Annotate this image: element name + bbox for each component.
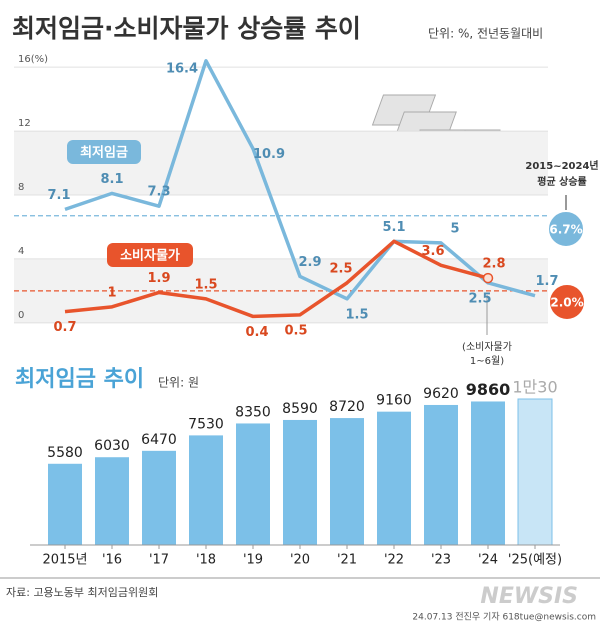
x-tick-label: '22 bbox=[384, 553, 404, 568]
data-label: 8.1 bbox=[100, 172, 123, 187]
reference-label: 6.7% bbox=[549, 223, 582, 237]
data-label: 3.6 bbox=[421, 244, 444, 259]
y-tick-label: 8 bbox=[18, 182, 24, 193]
data-label: 2.5 bbox=[468, 291, 491, 306]
legend-label: 소비자물가 bbox=[120, 249, 180, 264]
data-label: 9160 bbox=[376, 393, 412, 409]
data-label: 0.7 bbox=[53, 320, 76, 335]
data-label: 1.9 bbox=[147, 271, 170, 286]
x-tick-label: '24 bbox=[478, 553, 498, 568]
source: 자료: 고용노동부 최저임금위원회 bbox=[6, 586, 158, 599]
x-tick-label: '23 bbox=[431, 553, 451, 568]
bar bbox=[471, 401, 505, 545]
bar bbox=[377, 411, 411, 545]
data-label: 1.5 bbox=[345, 307, 368, 322]
y-tick-label: 4 bbox=[18, 246, 24, 257]
bar bbox=[517, 398, 553, 546]
x-tick-label: '18 bbox=[196, 553, 216, 568]
bar bbox=[283, 419, 317, 545]
x-tick-label: '16 bbox=[102, 553, 122, 568]
data-label: 10.9 bbox=[253, 147, 285, 162]
bar bbox=[236, 423, 270, 545]
data-label: 5 bbox=[450, 221, 459, 236]
legend-label: 최저임금 bbox=[80, 146, 128, 161]
data-label: 8590 bbox=[282, 401, 318, 417]
reference-label: 2.0% bbox=[550, 296, 583, 310]
data-label: 7530 bbox=[188, 416, 224, 432]
bar bbox=[330, 418, 364, 545]
reference-badge bbox=[548, 283, 586, 321]
data-label: 9860 bbox=[466, 380, 511, 399]
chart-title: 최저임금·소비자물가 상승률 추이 bbox=[12, 14, 361, 43]
data-label: 16.4 bbox=[166, 61, 198, 76]
series-line bbox=[64, 59, 536, 301]
data-label: 2.5 bbox=[329, 261, 352, 276]
data-label: 5580 bbox=[47, 445, 83, 461]
chart-title: 최저임금 추이 bbox=[15, 367, 144, 392]
x-tick-label: '20 bbox=[290, 553, 310, 568]
y-tick-label: 12 bbox=[18, 118, 31, 129]
bar bbox=[189, 435, 223, 545]
data-label: 2.9 bbox=[298, 255, 321, 270]
x-tick-label: '21 bbox=[337, 553, 357, 568]
reference-badge bbox=[547, 210, 585, 248]
x-tick-label: 2015년 bbox=[42, 553, 87, 568]
data-label: 1.5 bbox=[194, 277, 217, 292]
data-label: 9620 bbox=[423, 386, 459, 402]
data-label: 5.1 bbox=[382, 220, 405, 235]
y-tick-label: 0 bbox=[18, 310, 24, 321]
data-label: 6470 bbox=[141, 432, 177, 448]
data-label: 1.7 bbox=[535, 274, 558, 289]
y-tick-label: 16(%) bbox=[18, 54, 48, 65]
data-label: 7.3 bbox=[147, 185, 170, 200]
data-label: 8720 bbox=[329, 399, 365, 415]
bar bbox=[48, 463, 82, 545]
data-label: 6030 bbox=[94, 438, 130, 454]
bar bbox=[95, 457, 129, 545]
bar bbox=[142, 450, 176, 545]
data-label: 8350 bbox=[235, 404, 271, 420]
annotation: (소비자물가 bbox=[462, 341, 512, 353]
credit: 24.07.13 전진우 기자 618tue@newsis.com bbox=[412, 612, 596, 623]
data-label: 2.8 bbox=[482, 257, 505, 272]
data-label: 0.4 bbox=[245, 325, 268, 340]
series-line bbox=[64, 239, 489, 319]
legend-box bbox=[67, 140, 141, 164]
annotation: 2015~2024년 bbox=[525, 159, 598, 172]
chart-subtitle: 단위: 원 bbox=[158, 376, 199, 390]
bar bbox=[424, 404, 458, 545]
logo: NEWSIS bbox=[480, 584, 578, 609]
data-label: 1 bbox=[107, 285, 116, 300]
annotation: 평균 상승률 bbox=[537, 175, 586, 188]
data-label: 1만30 bbox=[512, 378, 557, 397]
chart-subtitle: 단위: %, 전년동월대비 bbox=[428, 27, 543, 41]
x-tick-label: '17 bbox=[149, 553, 169, 568]
data-label: 7.1 bbox=[47, 188, 70, 203]
x-tick-label: '25(예정) bbox=[508, 553, 562, 568]
annotation: 1~6월) bbox=[470, 355, 504, 367]
point-marker bbox=[482, 272, 494, 284]
legend-box bbox=[107, 243, 193, 267]
data-label: 0.5 bbox=[284, 323, 307, 338]
x-tick-label: '19 bbox=[243, 553, 263, 568]
